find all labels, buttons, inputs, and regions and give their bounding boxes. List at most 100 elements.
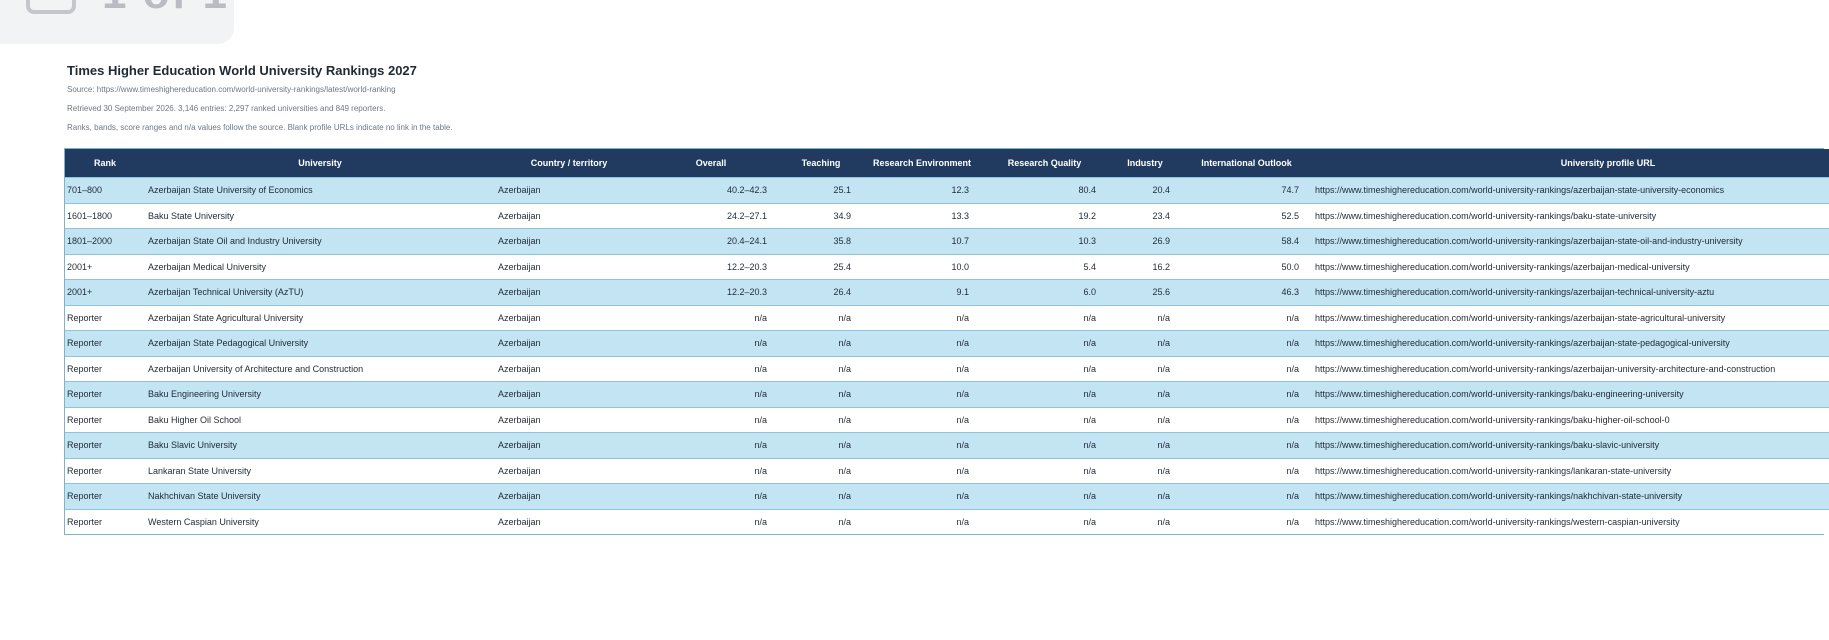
table-row: Reporter Azerbaijan State Agricultural Un… (65, 304, 1829, 331)
rankings-table: Rank University Country / territory Over… (65, 149, 1829, 534)
international-outlook-cell: 50.0 (1182, 253, 1311, 280)
international-outlook-cell: n/a (1182, 457, 1311, 484)
research-environment-cell: 13.3 (863, 202, 981, 229)
rank-cell: Reporter (65, 381, 145, 407)
country-cell: Azerbaijan (495, 202, 643, 229)
table-row: 2001+ Azerbaijan Medical University Azerba… (65, 253, 1829, 280)
industry-cell: n/a (1108, 406, 1182, 433)
overall-cell: n/a (643, 483, 779, 509)
industry-cell: n/a (1108, 432, 1182, 458)
university-cell: Azerbaijan Technical University (AzTU) (145, 279, 495, 305)
teaching-cell: 34.9 (779, 202, 863, 229)
column-header-industry[interactable]: Industry (1108, 149, 1182, 178)
industry-cell: 16.2 (1108, 253, 1182, 280)
teaching-cell: n/a (779, 483, 863, 509)
document-icon (26, 0, 76, 14)
research-environment-cell: n/a (863, 432, 981, 458)
overall-cell: 24.2–27.1 (643, 202, 779, 229)
university-cell: Azerbaijan State Agricultural University (145, 304, 495, 331)
profile-url-cell[interactable]: https://www.timeshighereducation.com/wor… (1311, 355, 1829, 382)
industry-cell: 26.9 (1108, 228, 1182, 254)
international-outlook-cell: n/a (1182, 381, 1311, 407)
teaching-cell: 35.8 (779, 228, 863, 254)
profile-url-cell[interactable]: https://www.timeshighereducation.com/wor… (1311, 483, 1829, 509)
profile-url-cell[interactable]: https://www.timeshighereducation.com/wor… (1311, 406, 1829, 433)
overall-cell: n/a (643, 457, 779, 484)
overall-cell: 12.2–20.3 (643, 279, 779, 305)
profile-url-cell[interactable]: https://www.timeshighereducation.com/wor… (1311, 304, 1829, 331)
profile-url-cell[interactable]: https://www.timeshighereducation.com/wor… (1311, 253, 1829, 280)
rank-cell: Reporter (65, 330, 145, 356)
profile-url-cell[interactable]: https://www.timeshighereducation.com/wor… (1311, 202, 1829, 229)
table-row: 701–800 Azerbaijan State University of Ec… (65, 177, 1829, 203)
rank-cell: 2001+ (65, 253, 145, 280)
university-cell: Azerbaijan Medical University (145, 253, 495, 280)
research-environment-cell: n/a (863, 457, 981, 484)
overall-cell: n/a (643, 381, 779, 407)
note-line: Ranks, bands, score ranges and n/a value… (67, 123, 453, 132)
research-quality-cell: 6.0 (981, 279, 1108, 305)
source-line: Source: https://www.timeshighereducation… (67, 85, 396, 94)
university-cell: Azerbaijan State Pedagogical University (145, 330, 495, 356)
page-title: Times Higher Education World University … (67, 63, 417, 78)
industry-cell: 25.6 (1108, 279, 1182, 305)
country-cell: Azerbaijan (495, 432, 643, 458)
university-cell: Baku Higher Oil School (145, 406, 495, 433)
rank-cell: Reporter (65, 432, 145, 458)
profile-url-cell[interactable]: https://www.timeshighereducation.com/wor… (1311, 508, 1829, 534)
rank-cell: Reporter (65, 355, 145, 382)
column-header-overall[interactable]: Overall (643, 149, 779, 178)
profile-url-cell[interactable]: https://www.timeshighereducation.com/wor… (1311, 381, 1829, 407)
research-quality-cell: n/a (981, 406, 1108, 433)
profile-url-cell[interactable]: https://www.timeshighereducation.com/wor… (1311, 279, 1829, 305)
research-quality-cell: n/a (981, 483, 1108, 509)
university-cell: Baku Engineering University (145, 381, 495, 407)
research-environment-cell: 9.1 (863, 279, 981, 305)
research-quality-cell: n/a (981, 355, 1108, 382)
country-cell: Azerbaijan (495, 304, 643, 331)
overall-cell: 12.2–20.3 (643, 253, 779, 280)
industry-cell: n/a (1108, 483, 1182, 509)
university-cell: Lankaran State University (145, 457, 495, 484)
teaching-cell: n/a (779, 381, 863, 407)
research-quality-cell: n/a (981, 457, 1108, 484)
profile-url-cell[interactable]: https://www.timeshighereducation.com/wor… (1311, 177, 1829, 203)
university-cell: Baku State University (145, 202, 495, 229)
country-cell: Azerbaijan (495, 483, 643, 509)
university-cell: Baku Slavic University (145, 432, 495, 458)
research-quality-cell: n/a (981, 508, 1108, 534)
teaching-cell: n/a (779, 355, 863, 382)
research-environment-cell: 10.0 (863, 253, 981, 280)
international-outlook-cell: n/a (1182, 355, 1311, 382)
research-environment-cell: n/a (863, 406, 981, 433)
rank-cell: Reporter (65, 457, 145, 484)
industry-cell: n/a (1108, 508, 1182, 534)
column-header-research-quality[interactable]: Research Quality (981, 149, 1108, 178)
research-quality-cell: 10.3 (981, 228, 1108, 254)
profile-url-cell[interactable]: https://www.timeshighereducation.com/wor… (1311, 228, 1829, 254)
column-header-teaching[interactable]: Teaching (779, 149, 863, 178)
rank-cell: Reporter (65, 304, 145, 331)
column-header-research-environment[interactable]: Research Environment (863, 149, 981, 178)
profile-url-cell[interactable]: https://www.timeshighereducation.com/wor… (1311, 432, 1829, 458)
column-header-university[interactable]: University (145, 149, 495, 178)
industry-cell: 20.4 (1108, 177, 1182, 203)
research-quality-cell: n/a (981, 432, 1108, 458)
international-outlook-cell: n/a (1182, 432, 1311, 458)
research-environment-cell: n/a (863, 381, 981, 407)
table-body: 701–800 Azerbaijan State University of Ec… (65, 177, 1829, 534)
overall-cell: n/a (643, 508, 779, 534)
overall-cell: 20.4–24.1 (643, 228, 779, 254)
profile-url-cell[interactable]: https://www.timeshighereducation.com/wor… (1311, 330, 1829, 356)
column-header-country[interactable]: Country / territory (495, 149, 643, 178)
country-cell: Azerbaijan (495, 228, 643, 254)
teaching-cell: 25.4 (779, 253, 863, 280)
page-indicator: 1 of 1 (0, 0, 234, 44)
column-header-rank[interactable]: Rank (65, 149, 145, 178)
teaching-cell: n/a (779, 304, 863, 331)
profile-url-cell[interactable]: https://www.timeshighereducation.com/wor… (1311, 457, 1829, 484)
country-cell: Azerbaijan (495, 279, 643, 305)
column-header-international-outlook[interactable]: International Outlook (1182, 149, 1311, 178)
column-header-profile-url[interactable]: University profile URL (1311, 149, 1829, 178)
teaching-cell: n/a (779, 457, 863, 484)
